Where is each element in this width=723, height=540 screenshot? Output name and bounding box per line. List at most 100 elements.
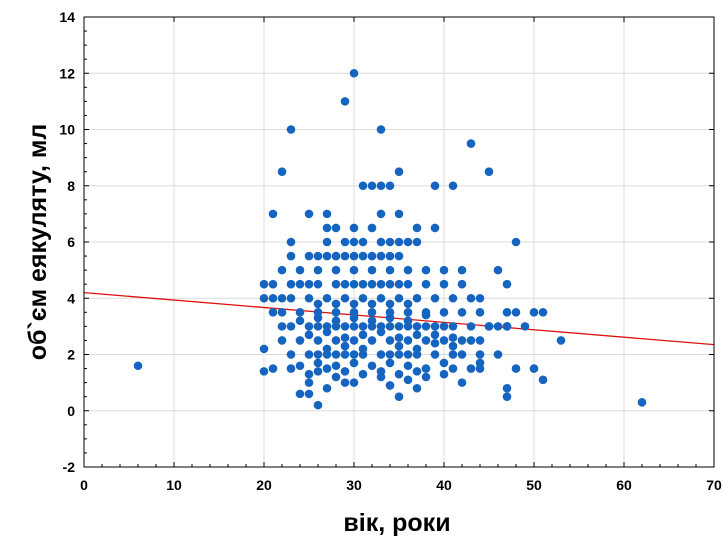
data-point: [304, 293, 314, 303]
data-point: [529, 308, 539, 317]
data-point: [268, 279, 278, 289]
data-point: [358, 322, 368, 331]
data-point: [340, 251, 350, 261]
data-point: [340, 237, 350, 247]
data-point: [394, 237, 404, 247]
data-point: [304, 279, 314, 289]
y-tick-label: 8: [67, 178, 75, 194]
data-point: [466, 139, 476, 148]
data-point: [304, 350, 314, 359]
data-point: [313, 265, 323, 275]
data-point: [340, 341, 350, 351]
data-point: [358, 369, 368, 379]
data-point: [277, 167, 287, 176]
data-point: [376, 327, 386, 337]
data-point: [412, 330, 422, 340]
data-point: [340, 293, 350, 303]
data-point: [448, 350, 458, 359]
data-point: [502, 322, 512, 331]
data-point: [331, 308, 341, 317]
data-point: [376, 237, 386, 247]
data-point: [421, 310, 431, 320]
data-point: [349, 237, 359, 247]
data-point: [331, 336, 341, 345]
data-point: [403, 361, 413, 371]
x-tick-label: 20: [256, 477, 272, 493]
data-point: [457, 308, 467, 317]
data-point: [403, 336, 413, 345]
data-point: [412, 383, 422, 393]
data-point: [349, 265, 359, 275]
data-point: [403, 322, 413, 331]
x-tick-label: 30: [346, 477, 362, 493]
y-tick-label: 12: [59, 65, 75, 81]
data-point: [349, 358, 359, 368]
data-point: [556, 336, 566, 345]
data-point: [304, 378, 314, 387]
data-point: [394, 350, 404, 359]
data-point: [313, 358, 323, 368]
data-point: [331, 299, 341, 309]
data-point: [358, 237, 368, 247]
data-point: [475, 336, 485, 345]
data-point: [331, 322, 341, 331]
data-point: [421, 336, 431, 345]
data-point: [322, 209, 332, 219]
data-point: [403, 237, 413, 247]
x-tick-label: 50: [526, 477, 542, 493]
data-point: [286, 350, 296, 359]
data-point: [376, 251, 386, 261]
data-point: [349, 68, 359, 78]
data-point: [286, 251, 296, 261]
data-point: [304, 369, 314, 379]
data-point: [385, 381, 395, 390]
data-point: [295, 308, 305, 317]
data-point: [421, 265, 431, 275]
data-point: [502, 392, 512, 401]
data-point: [349, 313, 359, 323]
data-point: [376, 125, 386, 134]
data-point: [313, 251, 323, 261]
data-point: [277, 322, 287, 331]
data-point: [367, 279, 377, 289]
y-tick-label: 2: [67, 347, 75, 363]
data-point: [430, 223, 440, 233]
data-point: [367, 223, 377, 233]
data-point: [358, 293, 368, 303]
data-point: [466, 336, 476, 345]
data-point: [268, 293, 278, 303]
data-point: [448, 333, 458, 342]
data-point: [439, 265, 449, 275]
data-point: [295, 361, 305, 371]
data-point: [385, 279, 395, 289]
data-point: [421, 364, 431, 373]
data-point: [385, 237, 395, 247]
data-point: [313, 400, 323, 410]
data-point: [385, 181, 395, 191]
data-point: [385, 336, 395, 345]
data-point: [376, 209, 386, 219]
data-point: [313, 322, 323, 331]
data-point: [322, 223, 332, 233]
data-point: [421, 322, 431, 331]
data-point: [331, 265, 341, 275]
data-point: [349, 299, 359, 309]
data-point: [412, 367, 422, 376]
data-point: [367, 265, 377, 275]
data-point: [385, 322, 395, 331]
x-tick-label: 10: [166, 477, 182, 493]
data-point: [457, 350, 467, 359]
data-point: [448, 364, 458, 373]
data-point: [475, 293, 485, 303]
data-point: [259, 344, 269, 354]
data-point: [331, 251, 341, 261]
data-point: [502, 308, 512, 317]
data-point: [538, 308, 548, 317]
y-tick-label: 10: [59, 122, 75, 138]
data-point: [349, 251, 359, 261]
data-point: [331, 372, 341, 382]
data-point: [511, 364, 521, 373]
data-point: [376, 293, 386, 303]
data-point: [403, 375, 413, 385]
data-point: [385, 299, 395, 309]
